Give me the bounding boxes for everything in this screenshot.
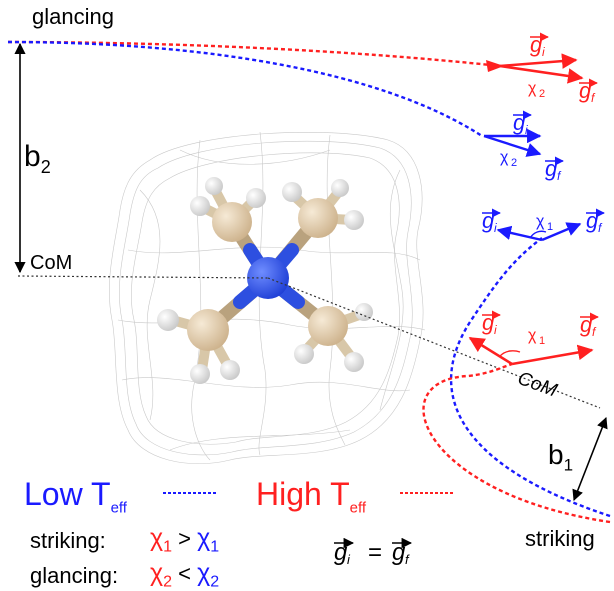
svg-text:i: i <box>494 221 497 235</box>
striking-low-teff-trajectory <box>449 237 611 518</box>
com-line-left <box>17 275 269 279</box>
svg-text:χ: χ <box>528 80 537 97</box>
svg-text:2: 2 <box>511 157 517 169</box>
legend-low-text: Low T <box>24 476 111 512</box>
glancing-condition: χ2 < χ2 <box>150 559 219 591</box>
vector-labels: g i g f χ 2 g i g f χ 2 g i g f <box>334 32 605 567</box>
striking-red-vectors <box>468 336 594 366</box>
svg-text:χ: χ <box>500 149 509 166</box>
striking-chi-right-sub: 1 <box>210 538 220 556</box>
svg-text:f: f <box>591 91 596 105</box>
striking-blue-vectors <box>496 222 582 242</box>
glancing-red-vectors <box>486 53 584 84</box>
svg-text:g: g <box>586 208 599 233</box>
svg-text:f: f <box>557 169 562 183</box>
legend-high-sub: eff <box>349 499 367 517</box>
svg-text:g: g <box>482 310 495 335</box>
svg-text:1: 1 <box>547 221 553 233</box>
svg-text:g: g <box>513 110 526 135</box>
glancing-low-teff-trajectory <box>7 40 483 138</box>
svg-text:1: 1 <box>539 335 545 347</box>
molecule <box>157 177 373 384</box>
svg-text:f: f <box>598 221 603 235</box>
svg-text:g: g <box>530 32 543 57</box>
striking-high-teff-trajectory <box>422 362 611 524</box>
striking-label: striking <box>525 526 595 551</box>
glancing-high-teff-trajectory <box>7 40 501 68</box>
svg-text:g: g <box>482 208 495 233</box>
b1-sub: 1 <box>563 455 574 475</box>
svg-text:g: g <box>580 312 593 337</box>
svg-text:f: f <box>405 552 410 567</box>
glancing-chi-left: χ <box>150 559 164 587</box>
svg-text:g: g <box>545 156 558 181</box>
glancing-chi-right-sub: 2 <box>210 573 220 591</box>
legend-low-teff: Low Teff <box>24 476 127 516</box>
striking-chi-left: χ <box>150 524 164 552</box>
glancing-blue-vectors <box>483 128 542 157</box>
striking-chi-right: χ <box>197 524 211 552</box>
glancing-chi-right: χ <box>197 559 211 587</box>
svg-text:2: 2 <box>539 88 545 100</box>
striking-condition: χ1 > χ1 <box>150 524 219 556</box>
glancing-label: glancing <box>32 4 114 29</box>
striking-condition-label: striking: <box>30 528 106 553</box>
striking-op: > <box>178 526 192 551</box>
b1-arrow <box>572 416 608 502</box>
glancing-condition-label: glancing: <box>30 563 119 588</box>
b1-letter: b <box>548 439 564 470</box>
com-line-right <box>267 277 601 409</box>
glancing-chi-left-sub: 2 <box>163 573 173 591</box>
svg-text:=: = <box>368 539 382 566</box>
glancing-op: < <box>178 561 192 586</box>
legend-high-teff: High Teff <box>256 476 366 516</box>
b2-label: b2 <box>24 140 51 178</box>
striking-chi-left-sub: 1 <box>163 538 173 556</box>
legend-high-text: High T <box>256 476 350 512</box>
svg-text:χ: χ <box>536 213 545 230</box>
svg-text:i: i <box>347 552 351 567</box>
svg-text:f: f <box>592 325 597 339</box>
svg-text:i: i <box>525 123 528 137</box>
legend-low-sub: eff <box>110 499 127 517</box>
b2-sub: 2 <box>40 157 51 177</box>
b2-letter: b <box>24 140 41 173</box>
com-label-left: CoM <box>30 252 73 274</box>
b1-label: b1 <box>548 439 573 476</box>
svg-text:i: i <box>494 323 497 337</box>
svg-text:χ: χ <box>528 327 537 344</box>
svg-text:i: i <box>542 45 545 59</box>
svg-text:g: g <box>579 78 592 103</box>
